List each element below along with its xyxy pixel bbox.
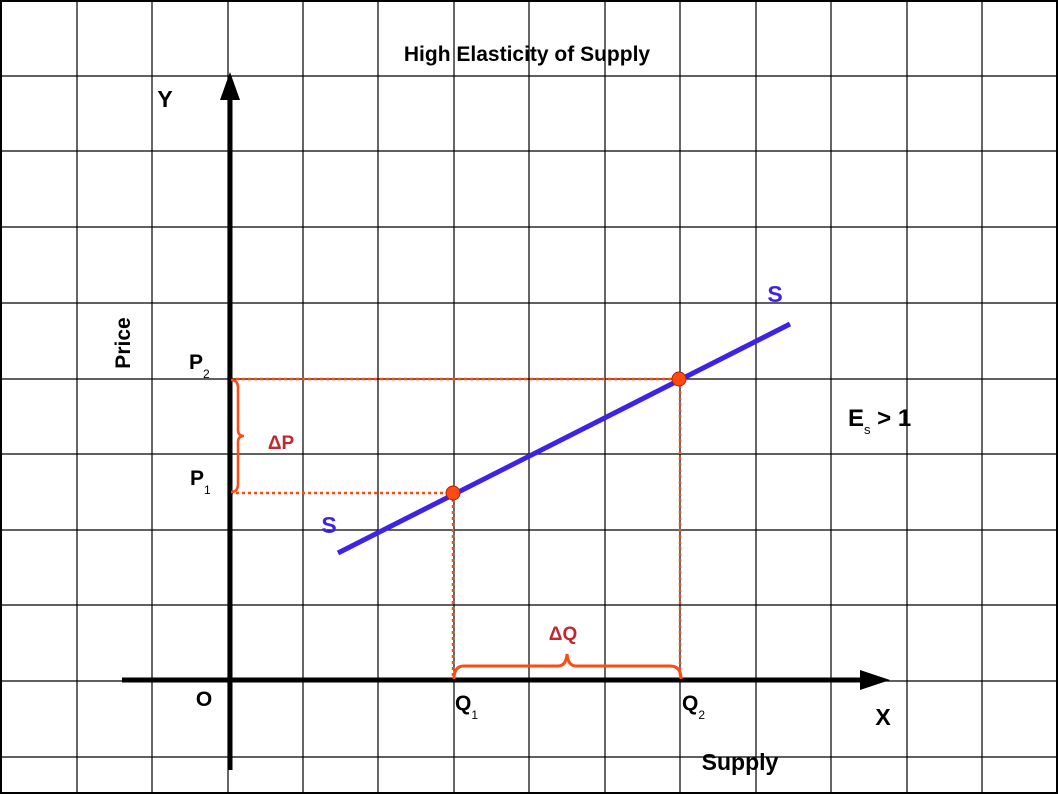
y-axis-arrowhead: [220, 72, 240, 100]
supply-curve-label-end: S: [767, 281, 782, 307]
elasticity-annotation: Es > 1: [848, 405, 911, 437]
x-axis-letter: X: [875, 704, 891, 730]
point-p1-q1: [445, 485, 461, 501]
delta-q-label: ΔQ: [549, 624, 577, 645]
delta-q-brace: [452, 653, 683, 680]
x-axis-title: Supply: [702, 749, 779, 775]
delta-p-label: ΔP: [268, 433, 295, 454]
supply-curve-label-start: S: [321, 512, 336, 538]
q1-label: Q1: [455, 692, 478, 722]
guide-lines: [230, 377, 682, 680]
y-axis-letter: Y: [157, 86, 172, 112]
p2-label: P2: [189, 351, 210, 381]
y-axis-title: Price: [112, 317, 135, 368]
diagram-title: High Elasticity of Supply: [404, 43, 651, 66]
q2-label: Q2: [682, 692, 705, 722]
delta-p-brace: [230, 378, 245, 494]
p1-label: P1: [190, 467, 211, 497]
axes: [122, 72, 890, 770]
point-p2-q2: [671, 371, 687, 387]
x-axis-arrowhead: [860, 670, 890, 690]
origin-label: O: [196, 688, 212, 711]
supply-curve: [336, 321, 792, 556]
